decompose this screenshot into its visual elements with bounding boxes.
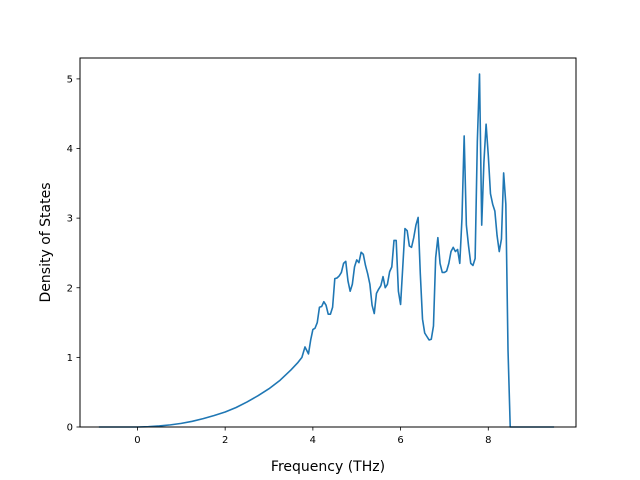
x-axis-label: Frequency (THz) (271, 459, 385, 475)
y-axis-label: Density of States (38, 183, 54, 303)
plot-series-group (98, 73, 555, 428)
y-tick-label: 2 (67, 283, 73, 294)
plot-frame (79, 57, 577, 428)
y-tick-label: 0 (67, 423, 73, 434)
x-tick-label: 6 (397, 435, 403, 446)
y-tick-label: 1 (67, 353, 73, 364)
ticks-group: 0 2 4 6 8 0 1 2 3 4 5 (67, 74, 492, 446)
x-tick-label: 4 (310, 435, 316, 446)
y-tick-label: 4 (67, 144, 73, 155)
x-tick-label: 0 (134, 435, 140, 446)
x-tick-label: 2 (222, 435, 228, 446)
plot-area (80, 58, 576, 427)
y-tick-label: 5 (67, 74, 73, 85)
x-tick-label: 8 (485, 435, 491, 446)
y-tick-label: 3 (67, 214, 73, 225)
dos-series-line (98, 73, 555, 428)
